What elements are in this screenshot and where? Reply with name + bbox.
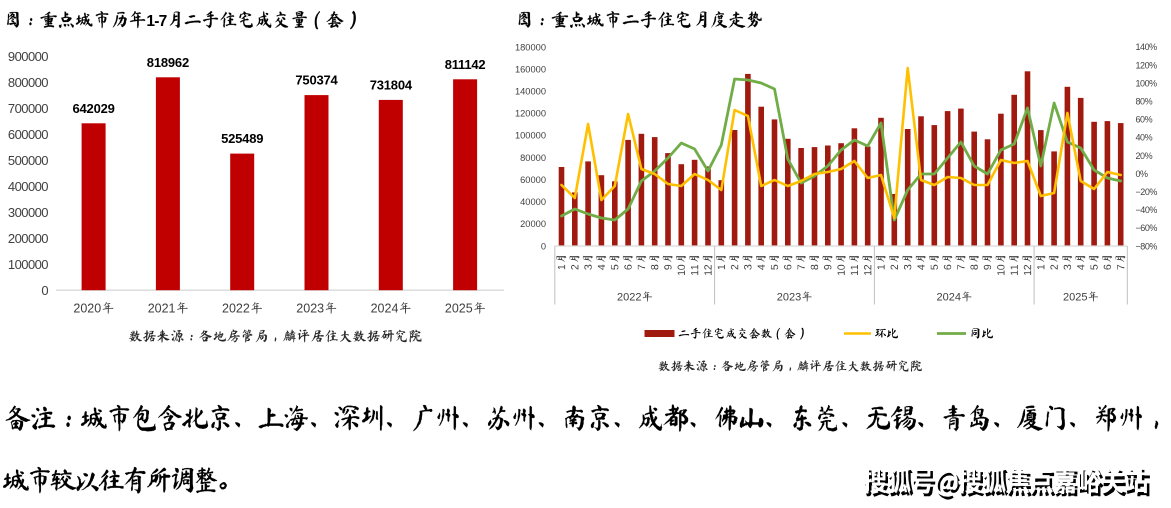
- svg-text:140%: 140%: [1136, 42, 1158, 52]
- svg-text:2022: 2022: [222, 302, 250, 316]
- svg-text:0: 0: [541, 241, 546, 251]
- svg-text:120000: 120000: [515, 109, 546, 119]
- svg-text:60000: 60000: [520, 175, 546, 185]
- svg-text:900000: 900000: [8, 49, 48, 64]
- svg-text:300000: 300000: [8, 205, 48, 220]
- svg-text:100%: 100%: [1136, 78, 1158, 88]
- svg-text:140000: 140000: [515, 87, 546, 97]
- svg-text:2021: 2021: [148, 302, 176, 316]
- svg-text:0: 0: [41, 283, 48, 298]
- svg-text:2023: 2023: [296, 302, 324, 316]
- svg-text:180000: 180000: [515, 42, 546, 52]
- svg-text:2022: 2022: [617, 292, 641, 304]
- svg-text:2020: 2020: [73, 302, 101, 316]
- svg-text:750374: 750374: [295, 73, 338, 88]
- svg-text:818962: 818962: [147, 55, 189, 70]
- svg-text:80%: 80%: [1136, 97, 1153, 107]
- svg-text:100000: 100000: [515, 131, 546, 141]
- svg-text:700000: 700000: [8, 101, 48, 116]
- svg-text:2025: 2025: [1063, 292, 1087, 304]
- svg-text:40000: 40000: [520, 197, 546, 207]
- svg-text:160000: 160000: [515, 64, 546, 74]
- svg-text:100000: 100000: [8, 257, 48, 272]
- svg-text:20%: 20%: [1136, 151, 1153, 161]
- svg-text:80000: 80000: [520, 153, 546, 163]
- svg-text:−80%: −80%: [1136, 241, 1158, 251]
- svg-text:60%: 60%: [1136, 115, 1153, 125]
- svg-text:731804: 731804: [370, 77, 413, 92]
- svg-text:525489: 525489: [221, 131, 263, 146]
- svg-text:20000: 20000: [520, 219, 546, 229]
- svg-text:−20%: −20%: [1136, 187, 1158, 197]
- svg-text:600000: 600000: [8, 127, 48, 142]
- svg-text:400000: 400000: [8, 179, 48, 194]
- svg-text:−60%: −60%: [1136, 223, 1158, 233]
- svg-text:−40%: −40%: [1136, 205, 1158, 215]
- svg-text:40%: 40%: [1136, 133, 1153, 143]
- svg-text:800000: 800000: [8, 75, 48, 90]
- svg-text:0%: 0%: [1136, 169, 1149, 179]
- svg-text:2025: 2025: [445, 302, 473, 316]
- svg-text:642029: 642029: [73, 101, 115, 116]
- svg-text:200000: 200000: [8, 231, 48, 246]
- svg-text:2024: 2024: [371, 302, 399, 316]
- svg-text:500000: 500000: [8, 153, 48, 168]
- svg-text:811142: 811142: [445, 57, 486, 72]
- svg-text:120%: 120%: [1136, 60, 1158, 70]
- svg-text:1-7: 1-7: [146, 13, 166, 30]
- svg-text:2024: 2024: [937, 292, 961, 304]
- svg-text:2023: 2023: [777, 292, 801, 304]
